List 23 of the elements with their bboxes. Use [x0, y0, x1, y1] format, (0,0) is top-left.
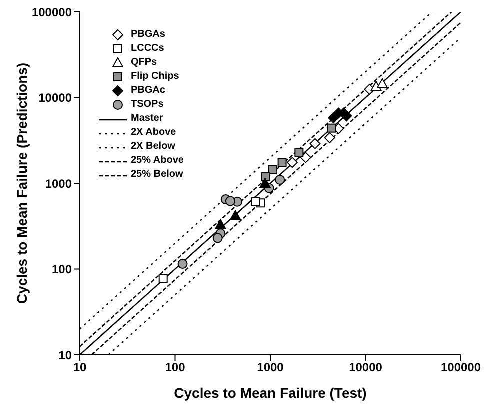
legend-label: Master: [131, 112, 164, 126]
legend-label: TSOPs: [131, 98, 164, 112]
y-axis-title: Cycles to Mean Failure (Predictions): [14, 62, 30, 304]
legend-label: 2X Below: [131, 140, 176, 154]
x-axis-title: Cycles to Mean Failure (Test): [174, 385, 367, 401]
legend-label: 25% Below: [131, 168, 184, 182]
legend-label: PBGAs: [131, 28, 166, 42]
legend-label: 2X Above: [131, 126, 176, 140]
x-tick-label: 100000: [440, 360, 482, 375]
legend-label: Flip Chips: [131, 70, 180, 84]
y-tick-label: 10: [58, 348, 72, 362]
legend-label: QFPs: [131, 56, 158, 70]
x-tick-label: 10: [73, 360, 87, 375]
x-tick-label: 1000: [257, 360, 284, 375]
x-tick-label: 100: [165, 360, 186, 375]
legend-label: 25% Above: [131, 154, 184, 168]
legend-label: PBGAc: [131, 84, 166, 98]
x-tick-label: 10000: [349, 360, 383, 375]
y-tick-label: 100: [52, 262, 72, 277]
y-tick-label: 100000: [32, 5, 72, 20]
y-tick-label: 10000: [38, 91, 72, 106]
legend-label: LCCCs: [131, 42, 164, 56]
y-tick-label: 1000: [45, 176, 72, 191]
